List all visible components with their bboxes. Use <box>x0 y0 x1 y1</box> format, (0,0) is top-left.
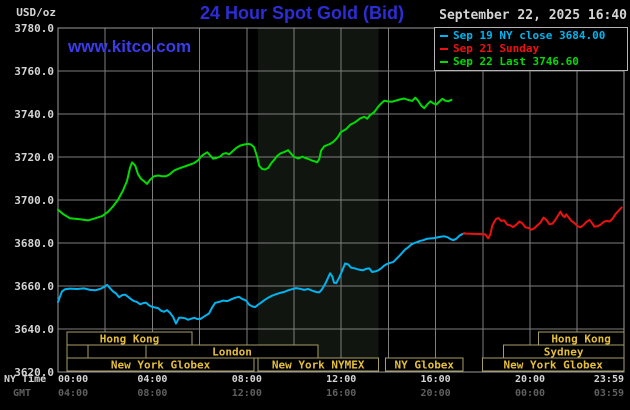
legend-label-sep22: Sep 22 Last 3746.60 <box>453 55 579 68</box>
sep22-line-swatch <box>440 61 448 63</box>
session-label: Hong Kong <box>551 333 611 346</box>
y-tick-label: 3780.0 <box>14 22 54 35</box>
price-line-sep-21 <box>462 206 623 240</box>
legend-item-sep19: Sep 19 NY close 3684.00 <box>435 29 627 42</box>
x-tick-ny-label: 16:00 <box>420 374 451 385</box>
session-label: NY Globex <box>394 359 454 372</box>
x-tick-ny-label: 00:00 <box>58 374 89 385</box>
y-tick-label: 3740.0 <box>14 108 54 121</box>
session-label: London <box>212 346 252 359</box>
y-axis-units-label: USD/oz <box>16 6 56 19</box>
chart-timestamp: September 22, 2025 16:40 <box>439 8 627 23</box>
x-tick-gmt-label: 16:00 <box>326 388 357 399</box>
x-axis-gmt-label: GMT <box>13 388 32 399</box>
x-tick-ny-label: 04:00 <box>137 374 168 385</box>
session-box <box>66 344 89 359</box>
x-tick-gmt-label: 20:00 <box>420 388 451 399</box>
y-tick-label: 3680.0 <box>14 237 54 250</box>
sep21-line-swatch <box>440 48 448 50</box>
x-tick-gmt-label: 04:00 <box>58 388 89 399</box>
legend-box: Sep 19 NY close 3684.00 Sep 21 Sunday Se… <box>434 27 628 71</box>
session-box-new-york-globex <box>481 357 625 372</box>
session-label: Hong Kong <box>100 333 160 346</box>
x-tick-ny-label: 12:00 <box>326 374 357 385</box>
session-label: New York Globex <box>111 359 211 372</box>
session-box-new-york-globex <box>66 357 255 372</box>
legend-label-sep19: Sep 19 NY close 3684.00 <box>453 29 606 42</box>
price-line-sep-22 <box>57 96 453 222</box>
x-tick-ny-label: 08:00 <box>231 374 262 385</box>
x-tick-gmt-label: 08:00 <box>137 388 168 399</box>
y-tick-label: 3620.0 <box>14 366 54 379</box>
session-label: New York Globex <box>503 359 603 372</box>
x-tick-gmt-label: 03:59 <box>593 388 624 399</box>
page-title: 24 Hour Spot Gold (Bid) <box>200 3 404 23</box>
x-tick-gmt-label: 12:00 <box>231 388 262 399</box>
session-label: Sydney <box>544 346 584 359</box>
y-tick-label: 3660.0 <box>14 280 54 293</box>
legend-item-sep22: Sep 22 Last 3746.60 <box>435 55 627 68</box>
legend-label-sep21: Sep 21 Sunday <box>453 42 540 55</box>
x-tick-ny-label: 23:59 <box>593 374 624 385</box>
session-box-ny-globex <box>384 357 464 372</box>
y-tick-label: 3640.0 <box>14 323 54 336</box>
x-tick-ny-label: 20:00 <box>514 374 546 385</box>
y-tick-label: 3720.0 <box>14 151 54 164</box>
y-tick-label: 3700.0 <box>14 194 54 207</box>
kitco-link[interactable]: www.kitco.com <box>68 37 192 56</box>
legend-item-sep21: Sep 21 Sunday <box>435 42 627 55</box>
price-line-sep-19 <box>57 232 466 325</box>
x-axis-ny-time-label: NY Time <box>4 374 47 385</box>
session-box <box>87 344 147 359</box>
session-label: New York NYMEX <box>272 359 365 372</box>
plot-border <box>57 27 625 373</box>
session-box-new-york-nymex <box>257 357 379 372</box>
sep19-line-swatch <box>440 35 448 37</box>
y-tick-label: 3760.0 <box>14 65 54 78</box>
x-tick-gmt-label: 00:00 <box>514 388 546 399</box>
